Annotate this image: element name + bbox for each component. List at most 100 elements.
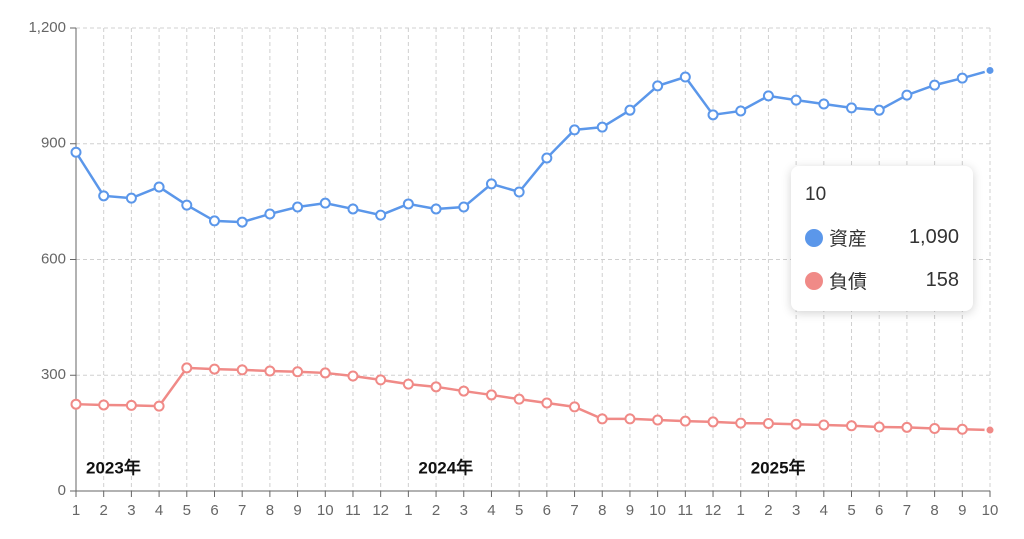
data-point — [125, 399, 137, 411]
data-point — [956, 423, 968, 435]
x-tick-label: 5 — [515, 502, 523, 519]
tooltip-value: 1,090 — [908, 226, 959, 248]
data-point — [375, 374, 387, 386]
series-line — [74, 69, 991, 224]
data-point — [181, 362, 193, 374]
x-tick-label: 2 — [764, 502, 772, 519]
data-point — [679, 415, 691, 427]
x-tick-label: 10 — [982, 502, 999, 519]
data-point — [430, 381, 442, 393]
x-tick-label: 4 — [155, 502, 163, 519]
data-point — [430, 203, 442, 215]
data-point — [402, 198, 414, 210]
data-point — [846, 420, 858, 432]
y-tick-label: 900 — [41, 135, 66, 152]
data-point — [541, 152, 553, 164]
x-tick-label: 2 — [432, 502, 440, 519]
tooltip-row: 資産 1,090 — [805, 224, 959, 251]
x-tick-label: 5 — [183, 502, 191, 519]
data-point — [236, 364, 248, 376]
data-point — [901, 421, 913, 433]
data-point — [181, 199, 193, 211]
data-point — [402, 378, 414, 390]
data-point — [569, 401, 581, 413]
data-point — [596, 413, 608, 425]
x-tick-label: 4 — [487, 502, 495, 519]
data-point — [984, 424, 996, 436]
x-tick-label: 2 — [100, 502, 108, 519]
data-point — [929, 422, 941, 434]
data-point — [485, 389, 497, 401]
x-tick-label: 1 — [72, 502, 80, 519]
y-tick-label: 300 — [41, 366, 66, 383]
data-point — [98, 399, 110, 411]
data-point — [347, 203, 359, 215]
data-point — [596, 121, 608, 133]
x-tick-label: 9 — [958, 502, 966, 519]
tooltip-value: 158 — [925, 269, 959, 291]
year-label: 2023年 — [86, 457, 141, 477]
x-tick-label: 4 — [820, 502, 828, 519]
x-tick-label: 11 — [345, 502, 361, 519]
data-point — [762, 90, 774, 102]
data-point — [264, 365, 276, 377]
data-point — [153, 181, 165, 193]
y-tick-label: 1,200 — [28, 19, 66, 36]
tooltip-row: 負債 158 — [805, 267, 959, 294]
data-point — [98, 190, 110, 202]
year-label: 2024年 — [418, 457, 473, 477]
data-point — [929, 79, 941, 91]
data-point — [292, 366, 304, 378]
data-point — [569, 124, 581, 136]
x-tick-label: 7 — [903, 502, 911, 519]
data-point — [762, 417, 774, 429]
data-point — [790, 94, 802, 106]
data-point — [956, 72, 968, 84]
data-point — [679, 71, 691, 83]
x-tick-label: 10 — [317, 502, 334, 519]
data-point — [513, 393, 525, 405]
data-point — [458, 385, 470, 397]
x-tick-label: 8 — [930, 502, 938, 519]
x-tick-label: 6 — [875, 502, 883, 519]
x-tick-label: 11 — [678, 502, 694, 519]
x-tick-label: 12 — [705, 502, 722, 519]
data-point — [818, 98, 830, 110]
data-point — [70, 146, 82, 158]
data-point — [846, 102, 858, 114]
x-tick-label: 8 — [598, 502, 606, 519]
data-point — [707, 416, 719, 428]
year-label: 2025年 — [751, 457, 806, 477]
data-point — [901, 89, 913, 101]
data-point — [652, 414, 664, 426]
data-point — [624, 413, 636, 425]
data-point — [236, 216, 248, 228]
data-point — [735, 417, 747, 429]
data-point — [292, 201, 304, 213]
y-tick-label: 0 — [58, 482, 66, 499]
x-tick-label: 1 — [404, 502, 412, 519]
x-tick-label: 3 — [460, 502, 468, 519]
x-tick-label: 3 — [792, 502, 800, 519]
data-point — [790, 418, 802, 430]
data-point — [264, 208, 276, 220]
data-point — [375, 209, 387, 221]
legend-dot — [805, 228, 823, 247]
data-point — [873, 104, 885, 116]
data-point — [707, 109, 719, 121]
x-tick-label: 1 — [737, 502, 745, 519]
x-tick-label: 3 — [127, 502, 135, 519]
x-tick-label: 5 — [847, 502, 855, 519]
tooltip-name: 資産 — [829, 229, 868, 250]
x-tick-label: 9 — [293, 502, 301, 519]
data-point — [735, 105, 747, 117]
x-tick-label: 6 — [210, 502, 218, 519]
data-point — [319, 197, 331, 209]
data-point — [208, 363, 220, 375]
tooltip: 10 資産 1,090 負債 158 — [791, 166, 973, 311]
x-tick-label: 7 — [570, 502, 578, 519]
legend-dot — [805, 271, 823, 290]
x-tick-label: 7 — [238, 502, 246, 519]
